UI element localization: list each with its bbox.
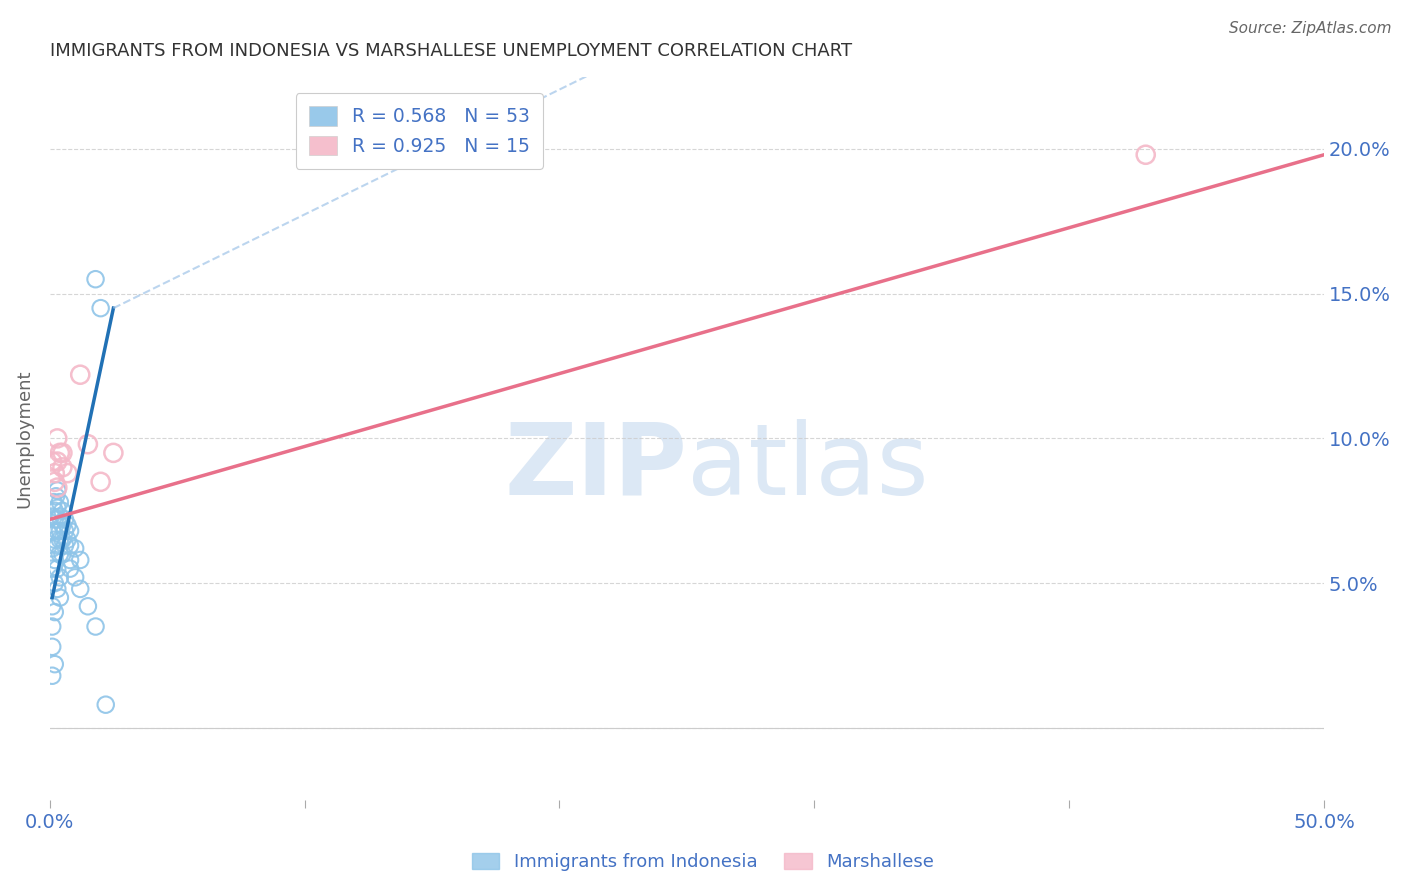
Point: [41, 669, 63, 683]
Point: [44, 512, 66, 526]
Text: ZIP: ZIP: [503, 419, 688, 516]
Point: [49, 547, 72, 561]
Text: IMMIGRANTS FROM INDONESIA VS MARSHALLESE UNEMPLOYMENT CORRELATION CHART: IMMIGRANTS FROM INDONESIA VS MARSHALLESE…: [49, 42, 852, 60]
Legend: R = 0.568   N = 53, R = 0.925   N = 15: R = 0.568 N = 53, R = 0.925 N = 15: [295, 93, 543, 169]
Point: [49, 533, 72, 547]
Point: [49, 446, 72, 460]
Point: [49, 495, 72, 509]
Point: [44, 504, 66, 518]
Point: [44, 605, 66, 619]
Point: [53, 512, 76, 526]
Point: [63, 570, 86, 584]
Point: [41, 454, 63, 468]
Point: [49, 570, 72, 584]
Legend: Immigrants from Indonesia, Marshallese: Immigrants from Indonesia, Marshallese: [465, 846, 941, 879]
Point: [90, 475, 112, 489]
Point: [49, 591, 72, 605]
Point: [59, 524, 82, 538]
Point: [59, 539, 82, 553]
Point: [46, 582, 69, 596]
Point: [39, 509, 62, 524]
Point: [41, 524, 63, 538]
Point: [44, 533, 66, 547]
Point: [41, 541, 63, 556]
Point: [51, 460, 73, 475]
Point: [46, 539, 69, 553]
Point: [49, 524, 72, 538]
Point: [56, 533, 79, 547]
Point: [41, 599, 63, 614]
Point: [44, 576, 66, 591]
Point: [53, 539, 76, 553]
Point: [45, 489, 67, 503]
Point: [42, 495, 65, 509]
Point: [63, 541, 86, 556]
Point: [46, 500, 69, 515]
Point: [51, 446, 73, 460]
Point: [46, 481, 69, 495]
Point: [51, 504, 73, 518]
Point: [51, 518, 73, 533]
Point: [1135, 147, 1157, 161]
Point: [46, 454, 69, 468]
Point: [46, 431, 69, 445]
Point: [56, 466, 79, 480]
Point: [44, 475, 66, 489]
Point: [51, 547, 73, 561]
Point: [69, 553, 91, 567]
Point: [53, 524, 76, 538]
Point: [44, 466, 66, 480]
Point: [49, 509, 72, 524]
Point: [44, 657, 66, 672]
Point: [51, 533, 73, 547]
Point: [46, 512, 69, 526]
Point: [41, 561, 63, 575]
Point: [46, 524, 69, 538]
Point: [59, 553, 82, 567]
Point: [56, 518, 79, 533]
Point: [94, 698, 117, 712]
Point: [77, 437, 100, 451]
Point: [77, 599, 100, 614]
Point: [44, 553, 66, 567]
Point: [69, 582, 91, 596]
Text: atlas: atlas: [688, 419, 928, 516]
Point: [41, 640, 63, 654]
Point: [84, 619, 107, 633]
Point: [41, 619, 63, 633]
Text: Source: ZipAtlas.com: Source: ZipAtlas.com: [1229, 21, 1392, 36]
Point: [46, 561, 69, 575]
Point: [90, 301, 112, 315]
Point: [103, 446, 125, 460]
Point: [46, 483, 69, 498]
Point: [59, 561, 82, 575]
Point: [84, 272, 107, 286]
Point: [69, 368, 91, 382]
Y-axis label: Unemployment: Unemployment: [15, 369, 32, 508]
